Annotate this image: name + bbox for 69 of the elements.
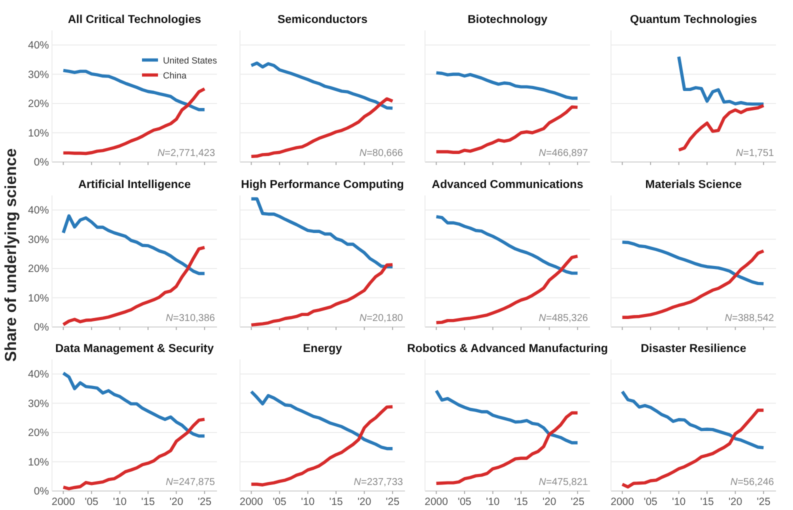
x-tick-label: '10 xyxy=(112,496,127,508)
x-tick-label: '15 xyxy=(141,496,156,508)
line-series xyxy=(62,68,206,112)
x-tick-label: '15 xyxy=(514,496,528,508)
y-tick-label: 10% xyxy=(28,127,49,140)
annotation: N=56,246 xyxy=(730,477,774,488)
y-tick-label: 30% xyxy=(28,68,49,81)
y-tick-label: 0% xyxy=(34,322,49,334)
x-tick-label: '05 xyxy=(458,496,472,508)
y-tick-label: 10% xyxy=(28,456,49,468)
y-tick-label: 20% xyxy=(28,98,49,110)
chart-title: Robotics & Advanced Manufacturing xyxy=(407,343,608,355)
x-tick-label: '20 xyxy=(728,496,742,508)
x-tick-label: 2000 xyxy=(240,496,264,508)
annotation: N=466,897 xyxy=(538,148,588,159)
chart-title: Semiconductors xyxy=(277,14,368,26)
annotation: N=475,821 xyxy=(538,477,588,488)
chart-title: High Performance Computing xyxy=(241,179,404,191)
chart-title: Artificial Intelligence xyxy=(78,179,191,191)
chart-title: Materials Science xyxy=(645,179,742,191)
y-tick-label: 40% xyxy=(28,204,49,216)
y-tick-label: 40% xyxy=(28,368,49,380)
x-tick-label: '20 xyxy=(542,496,556,508)
x-tick-label: '05 xyxy=(84,496,99,508)
x-tick-label: '25 xyxy=(198,496,212,508)
x-tick-label: '05 xyxy=(644,496,658,508)
annotation: N=388,542 xyxy=(724,313,774,324)
x-tick-label: '10 xyxy=(486,496,500,508)
x-tick-label: 2000 xyxy=(610,496,634,508)
chart-title: Advanced Communications xyxy=(432,179,584,191)
line-series xyxy=(62,214,206,276)
legend-label: United States xyxy=(163,56,218,66)
y-tick-label: 0% xyxy=(34,486,49,498)
annotation: N=485,326 xyxy=(538,313,588,324)
annotation: N=237,733 xyxy=(354,477,404,488)
y-tick-label: 30% xyxy=(28,398,49,410)
x-tick-label: '05 xyxy=(272,496,287,508)
x-tick-label: '10 xyxy=(300,496,315,508)
x-tick-label: '20 xyxy=(357,496,372,508)
y-axis-title: Share of underlying science xyxy=(3,148,20,362)
chart-title: All Critical Technologies xyxy=(68,14,202,26)
annotation: N=310,386 xyxy=(166,313,216,324)
x-tick-label: '15 xyxy=(329,496,344,508)
line-series xyxy=(62,372,206,438)
x-tick-label: 2000 xyxy=(424,496,448,508)
y-tick-label: 20% xyxy=(28,427,49,439)
annotation: N=20,180 xyxy=(359,313,404,324)
chart-title: Energy xyxy=(303,343,343,355)
x-tick-label: '25 xyxy=(386,496,400,508)
y-tick-label: 20% xyxy=(28,263,49,275)
y-tick-label: 40% xyxy=(28,40,49,52)
y-tick-label: 0% xyxy=(34,156,49,168)
legend-label: China xyxy=(163,70,187,80)
y-tick-label: 30% xyxy=(28,234,49,246)
x-tick-label: '25 xyxy=(756,496,771,508)
annotation: N=247,875 xyxy=(166,477,216,488)
chart-title: Biotechnology xyxy=(468,14,548,26)
annotation: N=80,666 xyxy=(359,148,404,159)
x-tick-label: '10 xyxy=(672,496,686,508)
x-tick-label: '15 xyxy=(700,496,714,508)
chart-title: Quantum Technologies xyxy=(630,14,757,26)
chart-title: Data Management & Security xyxy=(55,343,214,355)
annotation: N=2,771,423 xyxy=(157,148,216,159)
y-tick-label: 10% xyxy=(28,292,49,304)
x-tick-label: '25 xyxy=(570,496,585,508)
x-tick-label: '20 xyxy=(169,496,184,508)
annotation: N=1,751 xyxy=(736,148,774,159)
chart-title: Disaster Resilience xyxy=(640,343,746,355)
x-tick-label: 2000 xyxy=(52,496,76,508)
